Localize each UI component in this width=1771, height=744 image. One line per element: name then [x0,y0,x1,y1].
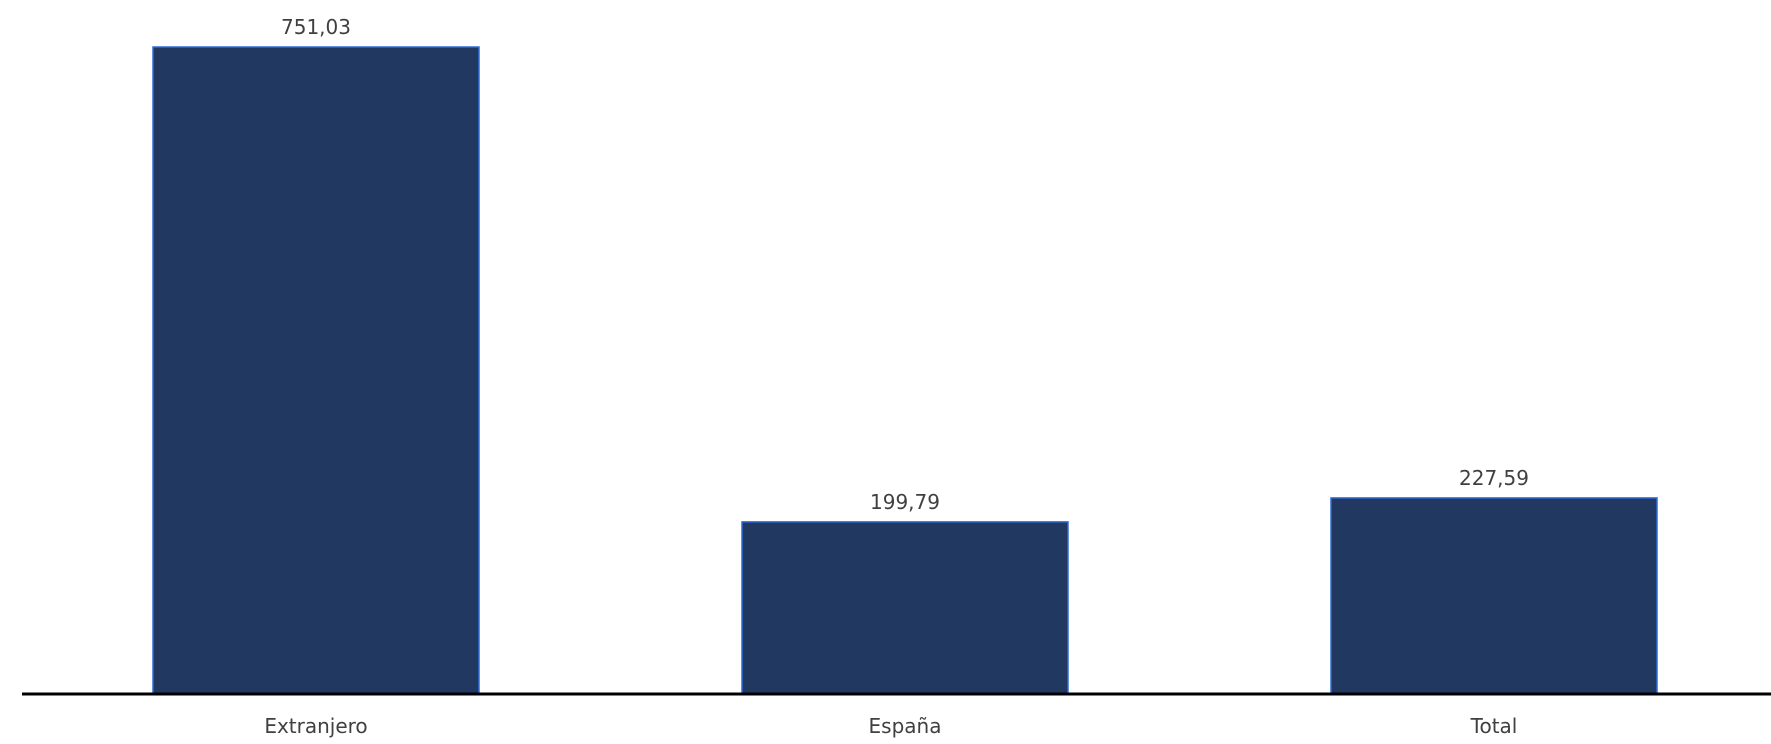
category-labels-group: Extranjero España Total [264,714,1517,738]
value-label-1: 199,79 [870,490,940,514]
value-labels-group: 751,03 199,79 227,59 [281,15,1529,514]
category-label-2: Total [1470,714,1518,738]
category-label-0: Extranjero [264,714,367,738]
bar-0 [152,46,480,695]
bar-1 [741,521,1069,695]
value-label-2: 227,59 [1459,466,1529,490]
category-label-1: España [869,714,942,738]
bar-2 [1330,497,1658,695]
value-label-0: 751,03 [281,15,351,39]
bars-group [152,46,1658,695]
